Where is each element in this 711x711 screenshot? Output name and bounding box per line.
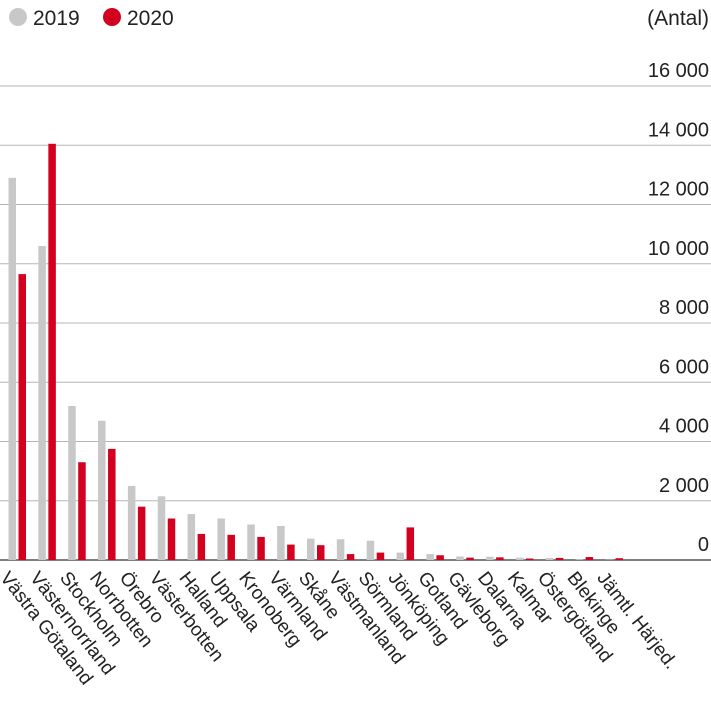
bar-2020 <box>257 536 265 560</box>
y-tick-label: 0 <box>698 534 709 556</box>
y-tick-label: 2 000 <box>659 475 709 497</box>
bar-2020 <box>555 557 564 560</box>
bar-2019 <box>486 556 494 560</box>
legend-item-2019: 2019 <box>9 7 80 30</box>
bar-2019 <box>68 405 76 560</box>
legend-swatch-2020 <box>103 8 121 26</box>
bar-2019 <box>187 514 196 560</box>
bar-2019 <box>336 539 345 560</box>
bar-2020 <box>317 545 325 560</box>
bar-2020 <box>376 552 385 560</box>
bar-2019 <box>127 485 136 560</box>
legend-label-2020: 2020 <box>127 7 174 30</box>
bar-2020 <box>525 558 534 560</box>
bar-2019 <box>217 518 225 560</box>
bar-2019 <box>456 556 464 560</box>
bar-2020 <box>346 554 355 560</box>
bar-2020 <box>406 527 415 560</box>
y-tick-label: 8 000 <box>659 297 709 319</box>
y-tick-label: 16 000 <box>648 60 709 82</box>
bar-2020 <box>197 533 206 560</box>
bar-2020 <box>287 544 295 560</box>
bar-2020 <box>48 143 56 561</box>
gridlines <box>0 85 711 561</box>
bar-2020 <box>167 518 176 560</box>
bars <box>8 143 623 561</box>
y-tick-label: 6 000 <box>659 356 709 378</box>
bar-2020 <box>615 558 623 560</box>
bar-2019 <box>38 245 46 560</box>
bar-2020 <box>466 557 474 560</box>
bar-2020 <box>18 274 26 560</box>
y-tick-labels: 0 2 000 4 000 6 000 8 000 10 000 12 000 14 000 1… <box>648 60 709 556</box>
bar-2019 <box>396 552 405 560</box>
y-tick-label: 4 000 <box>659 416 709 438</box>
bar-2020 <box>436 555 444 560</box>
bar-2019 <box>98 420 106 560</box>
y-unit-label: (Antal) <box>647 7 709 30</box>
bar-2019 <box>426 554 434 560</box>
bar-2019 <box>247 524 255 560</box>
legend-label-2019: 2019 <box>33 7 80 30</box>
bar-2020 <box>78 462 86 560</box>
bar-2020 <box>108 448 116 560</box>
bar-2020 <box>137 506 146 560</box>
bar-2019 <box>307 538 315 560</box>
bar-2019 <box>157 496 166 560</box>
bar-2019 <box>277 525 285 560</box>
y-tick-label: 12 000 <box>648 179 709 201</box>
bar-2019 <box>545 557 554 560</box>
legend: 2019 2020 <box>9 7 174 30</box>
y-tick-label: 14 000 <box>648 119 709 141</box>
y-tick-label: 10 000 <box>648 238 709 260</box>
legend-swatch-2019 <box>9 8 27 26</box>
bar-2019 <box>575 559 584 560</box>
legend-item-2020: 2020 <box>103 7 174 30</box>
bar-2019 <box>8 177 16 560</box>
category-labels: Västra GötalandVästernorrlandStockholmNo… <box>0 568 681 689</box>
bar-2020 <box>585 557 594 560</box>
bar-2019 <box>515 557 524 560</box>
bar-2020 <box>496 557 504 560</box>
bar-2020 <box>227 534 235 560</box>
bar-2019 <box>366 540 375 560</box>
